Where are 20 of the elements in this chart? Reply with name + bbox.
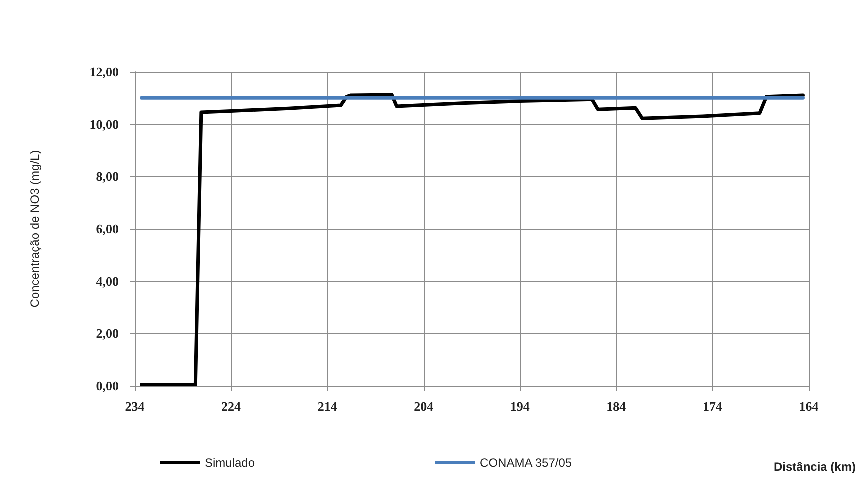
legend-label: CONAMA 357/05: [480, 456, 572, 470]
y-tick-label: 8,00: [96, 169, 119, 184]
y-axis-title: Concentração de NO3 (mg/L): [28, 150, 42, 308]
line-series: [140, 93, 805, 386]
y-tick-label: 4,00: [96, 274, 119, 289]
x-axis-title: Distância (km): [774, 460, 856, 474]
y-tick-label: 2,00: [96, 326, 119, 342]
x-tick-label: 174: [702, 399, 723, 414]
x-tick-label: 164: [799, 399, 820, 414]
y-tick-label: 10,00: [90, 116, 119, 132]
y-tick-label: 12,00: [90, 64, 119, 80]
y-tick-label: 6,00: [96, 222, 119, 236]
x-tick-label: 194: [510, 399, 530, 414]
legend-label: Simulado: [205, 456, 256, 470]
x-tick-label: 184: [606, 399, 627, 414]
y-tick-label: 0,00: [96, 378, 119, 394]
x-tick-label: 224: [222, 399, 242, 414]
x-tick-label: 204: [414, 399, 434, 414]
x-tick-label: 234: [125, 399, 146, 414]
x-tick-label: 214: [318, 399, 338, 414]
